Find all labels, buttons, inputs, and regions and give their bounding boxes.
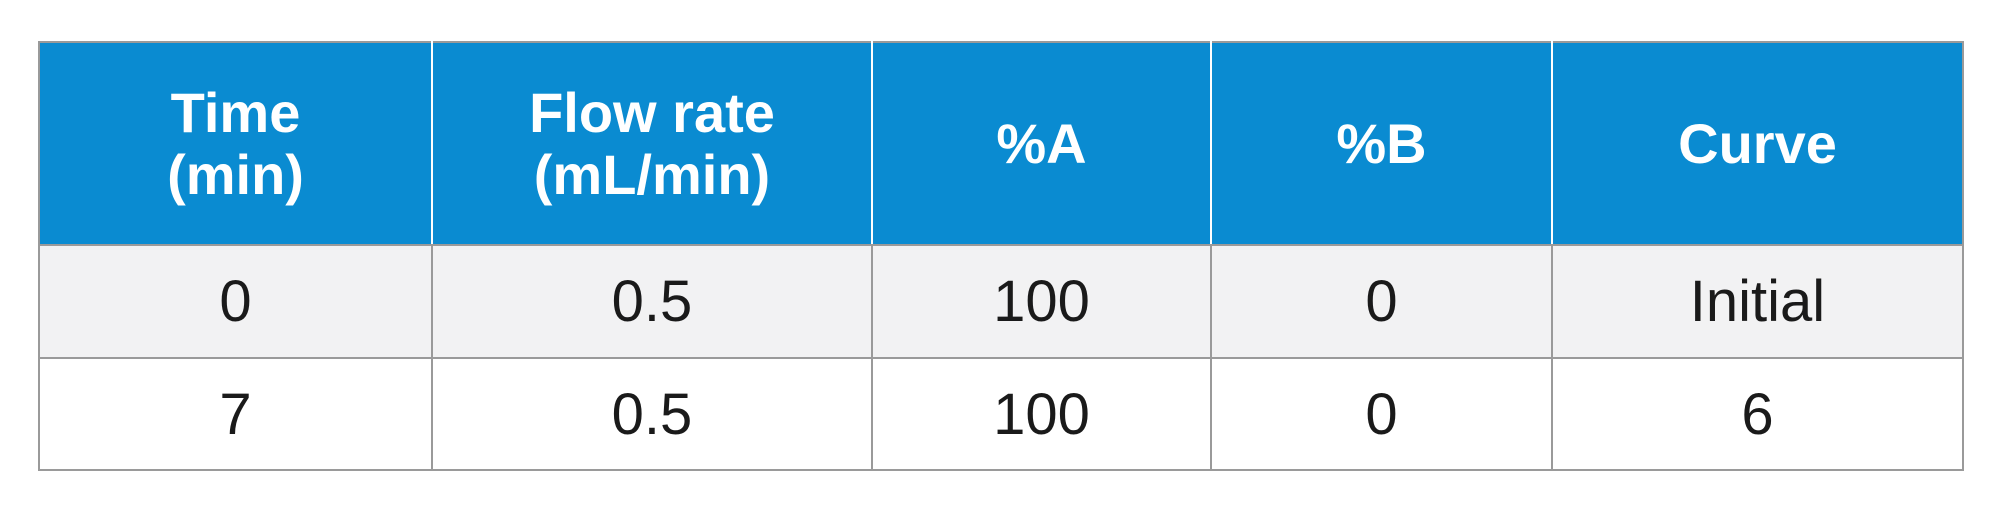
table-row: 7 0.5 100 0 6: [38, 357, 1964, 471]
table-row: 0 0.5 100 0 Initial: [38, 244, 1964, 359]
table-cell: 7: [38, 357, 433, 471]
header-row: Time (min) Flow rate (mL/min) %A %B Curve: [38, 41, 1964, 246]
header-line: Time: [170, 80, 301, 144]
table-cell: 100: [871, 357, 1212, 471]
table-cell: 6: [1551, 357, 1964, 471]
header-cell: Curve: [1551, 41, 1964, 246]
table-body: 0 0.5 100 0 Initial 7 0.5 100 0 6: [38, 244, 1964, 471]
header-cell: %B: [1210, 41, 1553, 246]
table-cell: Initial: [1551, 244, 1964, 359]
gradient-table: Time (min) Flow rate (mL/min) %A %B Curve 0 0.5…: [38, 41, 1964, 471]
table-cell: 0: [1210, 357, 1553, 471]
header-line: %B: [1336, 111, 1427, 175]
table-cell: 0: [1210, 244, 1553, 359]
header-cell: Time (min): [38, 41, 433, 246]
table-cell: 0.5: [431, 244, 873, 359]
table-cell: 0: [38, 244, 433, 359]
table-cell: 0.5: [431, 357, 873, 471]
header-line: Flow rate: [529, 80, 775, 144]
header-cell: Flow rate (mL/min): [431, 41, 873, 246]
header-line: %A: [996, 111, 1087, 175]
header-cell: %A: [871, 41, 1212, 246]
header-line: (mL/min): [533, 142, 771, 206]
header-line: Curve: [1678, 111, 1837, 175]
header-line: (min): [167, 142, 304, 206]
table-cell: 100: [871, 244, 1212, 359]
